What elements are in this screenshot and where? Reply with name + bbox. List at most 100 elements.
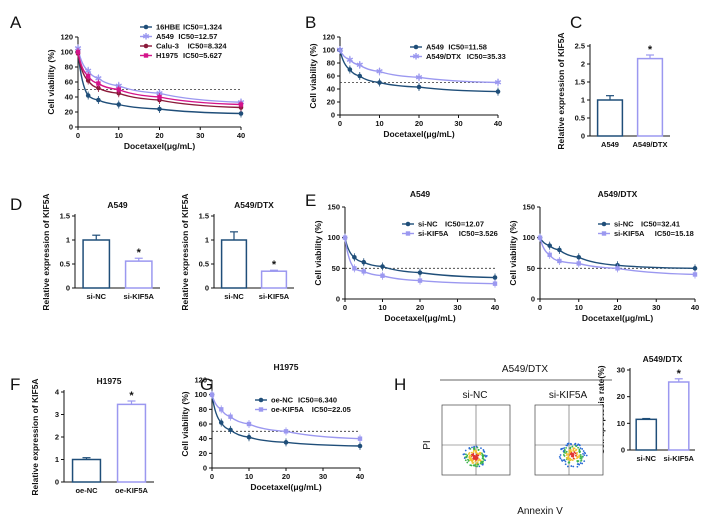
y-axis-label: Relative expression of KIF5A <box>30 378 40 495</box>
data-point <box>357 73 363 79</box>
y-tick-label: 0.5 <box>575 114 585 123</box>
chart-title: H1975 <box>273 362 298 372</box>
panel-label-D: D <box>10 195 22 214</box>
flow-event <box>584 452 587 455</box>
x-tick-label: 10 <box>115 131 123 140</box>
flow-event <box>475 462 478 465</box>
x-tick-label: 0 <box>538 303 542 312</box>
y-tick-label: 50 <box>332 264 340 273</box>
flow-event <box>473 449 475 452</box>
panel-D2: A549/DTX 0 0.5 1 1.5 Relative expression of K… <box>180 193 294 311</box>
series-si-KIF5A <box>342 233 498 288</box>
x-tick-label: 10 <box>375 119 383 128</box>
flow-event <box>571 454 573 457</box>
flow-event <box>572 449 575 451</box>
legend-ic50: IC50=1.324 <box>183 23 223 32</box>
x-tick-label: oe-KIF5A <box>115 486 149 495</box>
y-tick-label: 0.5 <box>60 260 70 269</box>
flow-event <box>581 455 584 458</box>
data-point <box>246 421 252 427</box>
y-tick-label: 1 <box>205 236 209 245</box>
y-tick-label: 2 <box>581 60 585 69</box>
series-line <box>339 49 499 84</box>
panel-G: H1975 0 20 40 60 80 100 120 0 10 20 30 40 Docetaxel(μ… <box>180 362 364 492</box>
data-point: ✱ <box>346 56 354 66</box>
flow-event <box>559 457 562 460</box>
flow-event <box>481 452 483 455</box>
data-point <box>417 270 423 275</box>
legend-ic50: IC50=15.18 <box>655 229 694 238</box>
data-point <box>416 84 422 90</box>
significance-marker: * <box>272 259 277 271</box>
x-tick-label: 30 <box>454 119 462 128</box>
x-tick-label: 20 <box>613 303 621 312</box>
y-tick-label: 0 <box>531 295 535 304</box>
bar <box>71 458 102 483</box>
legend-name: A549 <box>426 43 444 52</box>
flow-event <box>564 460 567 463</box>
y-tick-label: 150 <box>522 203 535 212</box>
flow-event <box>582 450 585 452</box>
x-axis-label: Docetaxel(μg/mL) <box>384 313 455 323</box>
data-point <box>352 266 357 271</box>
flow-event <box>481 457 484 460</box>
series-oe-KIF5A <box>209 390 363 443</box>
data-point <box>85 73 91 79</box>
legend-name: si-KIF5A <box>614 229 645 238</box>
flow-event <box>576 451 578 454</box>
data-point <box>692 266 698 271</box>
flow-event <box>560 447 563 450</box>
y-tick-label: 40 <box>199 434 207 443</box>
legend-ic50: IC50=6.340 <box>298 396 337 405</box>
legend-name: si-NC <box>614 220 634 229</box>
data-point <box>96 85 101 91</box>
series-H1975 <box>75 48 244 109</box>
flow-event <box>481 463 484 466</box>
flow-event <box>561 460 564 462</box>
y-tick-label: 40 <box>65 93 73 102</box>
x-tick-label: oe-NC <box>75 486 98 495</box>
legend-marker <box>143 53 149 58</box>
x-tick-label: 0 <box>76 131 80 140</box>
data-point: ✱ <box>95 74 103 84</box>
flow-event <box>478 458 481 461</box>
data-point <box>96 97 101 103</box>
flow-event <box>583 454 586 456</box>
panel-C: 0 0.5 1 1.5 2 2.5 Relative expression of KIF5A… <box>556 32 670 150</box>
flow-event <box>485 455 488 457</box>
flow-event <box>471 460 474 463</box>
x-tick-label: 20 <box>282 472 290 481</box>
y-tick-label: 20 <box>199 449 207 458</box>
flow-event <box>470 451 473 454</box>
data-point <box>692 272 698 277</box>
data-point <box>537 235 543 240</box>
y-tick-label: 20 <box>65 108 73 117</box>
y-axis-label: Relative expression of KIF5A <box>556 32 566 149</box>
flow-event <box>583 460 586 462</box>
x-tick-label: 40 <box>494 119 502 128</box>
flow-event <box>566 465 569 468</box>
panel-B: 0 20 40 60 80 100 120 0 10 20 30 40 Docetaxel(μg/mL)… <box>308 33 506 140</box>
series-A549 <box>337 46 501 96</box>
y-tick-label: 0 <box>69 123 73 132</box>
x-tick-label: 0 <box>338 119 342 128</box>
flow-event <box>567 455 570 458</box>
flow-event <box>577 463 580 465</box>
flow-event <box>484 459 487 462</box>
flow-event <box>477 449 480 451</box>
x-tick-label: 30 <box>196 131 204 140</box>
flow-event <box>466 454 469 457</box>
flow-event <box>575 454 577 457</box>
data-point <box>377 80 382 85</box>
y-axis-label: Cell viability (%) <box>313 220 323 285</box>
significance-marker: * <box>648 44 653 56</box>
flow-event <box>575 448 578 451</box>
flow-event <box>559 454 562 456</box>
flow-event <box>469 464 472 467</box>
data-point <box>96 81 101 86</box>
data-point <box>361 259 367 265</box>
data-point <box>492 281 498 286</box>
flow-event <box>576 465 579 468</box>
flow-event <box>585 454 588 457</box>
data-point <box>380 273 385 278</box>
